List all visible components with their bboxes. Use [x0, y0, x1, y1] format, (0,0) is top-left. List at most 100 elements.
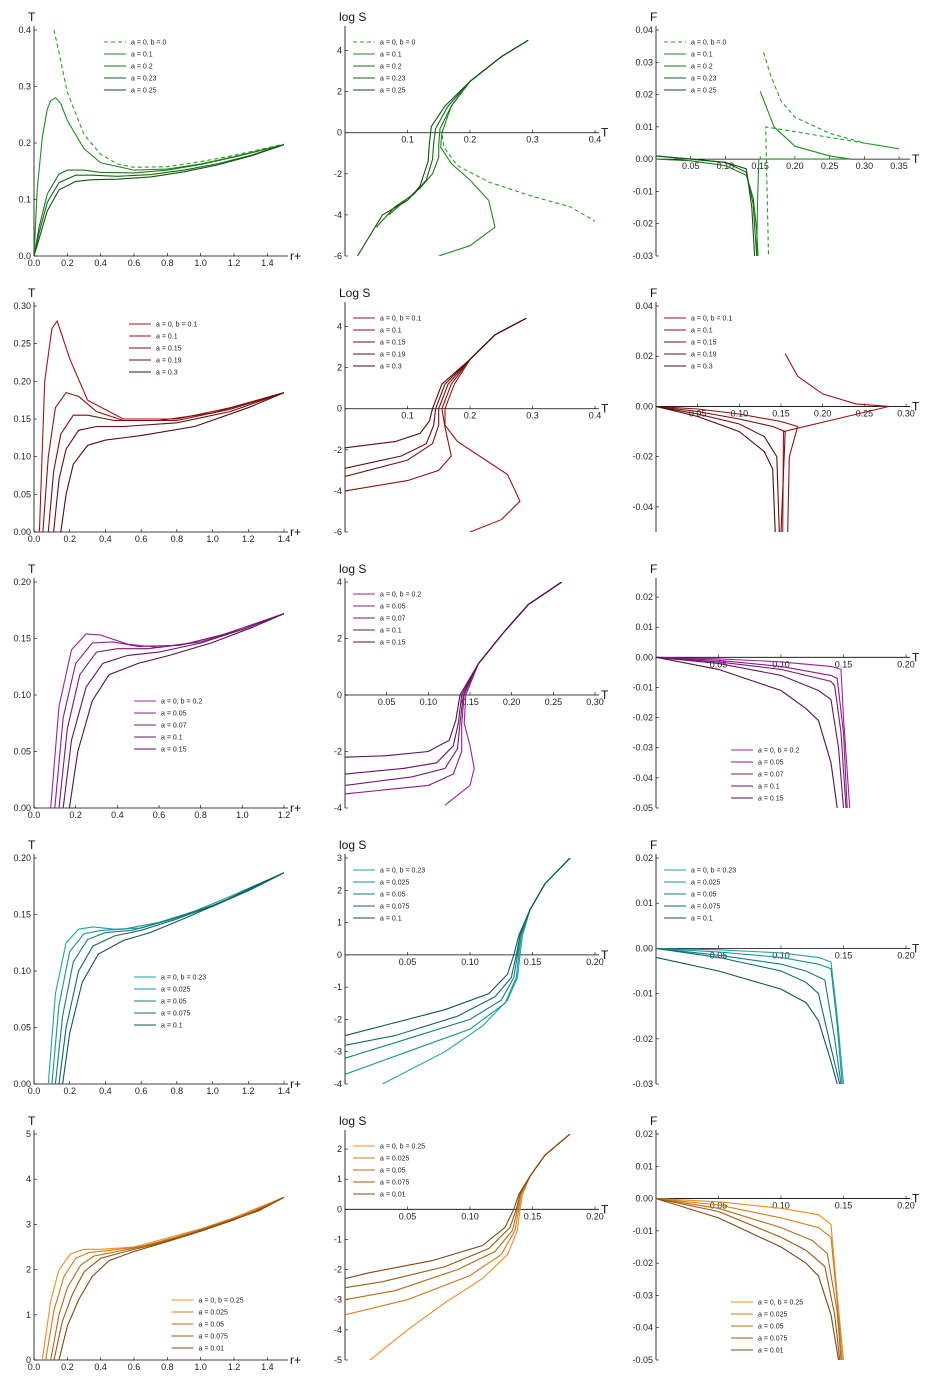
y-tick-label: -0.04 [632, 502, 653, 512]
legend: a = 0, b = 0.1 a = 0.1 a = 0.15 a = 0.19 a =… [664, 316, 732, 371]
x-axis-title: r+ [290, 249, 301, 263]
legend-label: a = 0.05 [199, 1322, 225, 1329]
series-line-5 [656, 405, 776, 532]
x-tick-label: 0.1 [401, 135, 414, 145]
legend-label: a = 0, b = 0.2 [161, 699, 202, 706]
y-tick-label: -0.05 [632, 1355, 653, 1365]
y-tick-label: 0.05 [13, 747, 31, 757]
x-tick-label: 0.2 [63, 1086, 76, 1096]
legend-label: a = 0.05 [161, 711, 187, 718]
y-tick-label: 2 [337, 885, 342, 895]
x-tick-label: 0.15 [461, 697, 479, 707]
series-line-5 [656, 656, 838, 808]
chart-3-t: 0.0 0.2 0.4 0.6 0.8 1.0 1.2 0.00 0.05 0.10 0.15 0.2… [0, 552, 310, 828]
series-line-4 [62, 613, 284, 808]
x-tick-label: 1.0 [206, 534, 219, 544]
y-tick-label: 0.15 [13, 414, 31, 424]
chart-svg: 0.0 0.2 0.4 0.6 0.8 1.0 1.2 1.4 0.00 0.05 0.10 0.15… [13, 286, 301, 544]
legend-label: a = 0.15 [691, 340, 717, 347]
x-tick-label: 0.2 [61, 258, 74, 268]
x-tick-label: 0.25 [856, 408, 874, 418]
x-tick-label: 0.15 [772, 408, 790, 418]
y-tick-label: 0.00 [635, 943, 653, 953]
series-line-4 [656, 947, 841, 1084]
series-line-5 [345, 858, 571, 1037]
x-tick-label: 0.2 [464, 411, 477, 421]
y-tick-label: 0.02 [635, 90, 653, 100]
chart-5-f: 0.05 0.10 0.15 0.20 -0.05 -0.04 -0.03 -0.02 -0.0… [622, 1104, 932, 1380]
y-tick-label: -0.04 [632, 1323, 653, 1333]
x-tick-label: 1.2 [228, 258, 241, 268]
y-tick-label: 0.00 [13, 1079, 31, 1089]
legend-label: a = 0.15 [156, 346, 182, 353]
legend-label: a = 0.075 [199, 1334, 228, 1341]
x-axis-title: T [601, 688, 609, 702]
y-tick-label: -0.02 [632, 219, 653, 229]
chart-1-f: 0.05 0.10 0.15 0.20 0.25 0.30 0.35 -0.03 -0.02 -0… [622, 0, 932, 276]
chart-svg: 0.05 0.10 0.15 0.20 -0.05 -0.04 -0.03 -0.02 -0.0… [632, 1114, 920, 1365]
y-tick-label: 0.2 [18, 138, 31, 148]
y-tick-label: 0 [337, 128, 342, 138]
legend-label: a = 0, b = 0.23 [691, 868, 736, 875]
legend: a = 0, b = 0.2 a = 0.05 a = 0.07 a = 0.1 a =… [134, 699, 202, 754]
y-tick-label: -2 [334, 1014, 342, 1024]
series-line-1 [763, 52, 900, 256]
y-tick-label: 0 [26, 1355, 31, 1365]
series-line-1 [656, 1198, 845, 1360]
legend-label: a = 0.075 [691, 904, 720, 911]
y-tick-label: -0.02 [632, 713, 653, 723]
y-axis-title: F [650, 838, 657, 852]
legend: a = 0, b = 0.23 a = 0.025 a = 0.05 a = 0.07… [134, 975, 206, 1030]
legend-label: a = 0.2 [131, 64, 153, 71]
x-tick-label: 0.10 [461, 1211, 479, 1221]
legend: a = 0, b = 0.2 a = 0.05 a = 0.07 a = 0.1 a =… [353, 592, 421, 647]
y-tick-label: -4 [334, 1325, 342, 1335]
x-tick-label: 0.0 [28, 1362, 41, 1372]
y-tick-label: 1 [337, 918, 342, 928]
y-axis-title: log S [339, 1114, 366, 1128]
chart-svg: 0.0 0.2 0.4 0.6 0.8 1.0 1.2 1.40.00.10.20.30.4T… [18, 10, 301, 268]
y-tick-label: 0.01 [635, 1161, 653, 1171]
y-tick-label: 0 [337, 950, 342, 960]
x-tick-label: 0.25 [545, 697, 563, 707]
y-tick-label: 2 [26, 1265, 31, 1275]
legend-label: a = 0.01 [380, 1192, 406, 1199]
x-tick-label: 0.6 [135, 534, 148, 544]
x-tick-label: 1.2 [242, 534, 255, 544]
y-tick-label: 0 [337, 690, 342, 700]
x-tick-label: 0.2 [69, 810, 82, 820]
y-tick-label: 0.1 [18, 195, 31, 205]
x-tick-label: 0.1 [401, 411, 414, 421]
legend-label: a = 0, b = 0.25 [380, 1144, 425, 1151]
y-tick-label: -0.01 [632, 989, 653, 999]
y-tick-label: -2 [334, 169, 342, 179]
y-tick-label: 0.15 [13, 910, 31, 920]
x-tick-label: 0.4 [94, 258, 107, 268]
legend-label: a = 0.075 [380, 1180, 409, 1187]
x-tick-label: 1.4 [261, 258, 274, 268]
legend-label: a = 0.23 [131, 76, 157, 83]
x-tick-label: 0.15 [524, 1211, 542, 1221]
legend-label: a = 0.2 [691, 64, 713, 71]
y-axis-title: T [28, 562, 36, 576]
y-axis-title: T [28, 1114, 36, 1128]
legend-label: a = 0.07 [380, 616, 406, 623]
legend-label: a = 0, b = 0.2 [758, 748, 799, 755]
x-tick-label: 0.0 [28, 534, 41, 544]
legend-label: a = 0.01 [199, 1346, 225, 1353]
legend-label: a = 0.01 [758, 1348, 784, 1355]
legend-label: a = 0, b = 0 [131, 40, 167, 47]
y-tick-label: 0.04 [635, 301, 653, 311]
series-line-2 [656, 1198, 843, 1360]
x-tick-label: 0.4 [99, 534, 112, 544]
y-tick-label: -0.02 [632, 452, 653, 462]
legend-label: a = 0.23 [691, 76, 717, 83]
x-tick-label: 0.15 [835, 1201, 853, 1211]
legend-label: a = 0.025 [161, 987, 190, 994]
legend-label: a = 0.2 [380, 64, 402, 71]
y-tick-label: 0 [337, 1204, 342, 1214]
series-line-4 [53, 1196, 284, 1360]
y-tick-label: -2 [334, 445, 342, 455]
y-tick-label: 0.30 [13, 301, 31, 311]
